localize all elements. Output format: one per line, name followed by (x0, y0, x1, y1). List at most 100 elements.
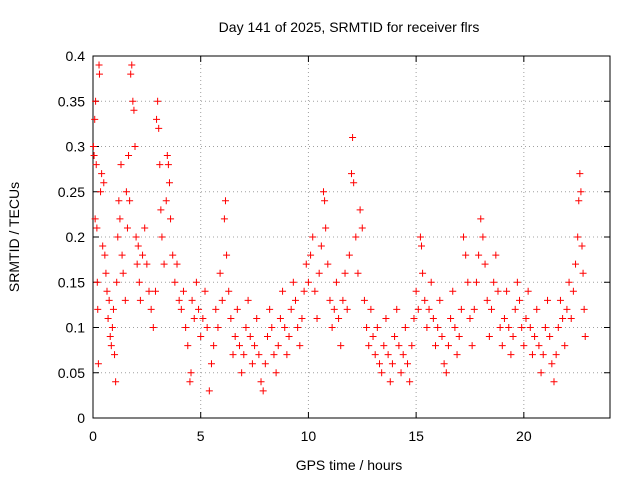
data-point (563, 305, 571, 313)
data-point (188, 296, 196, 304)
data-point (141, 224, 149, 232)
data-point (263, 333, 271, 341)
data-point (418, 242, 426, 250)
data-point (464, 278, 472, 286)
data-point (427, 278, 435, 286)
data-point (111, 351, 119, 359)
data-point (350, 179, 358, 187)
data-point (89, 143, 97, 150)
data-point (108, 324, 116, 331)
data-point (187, 369, 195, 377)
data-point (147, 305, 155, 313)
data-point (455, 333, 463, 341)
data-point (149, 324, 157, 331)
data-point (404, 360, 412, 368)
data-point (167, 215, 175, 223)
data-point (92, 161, 100, 169)
data-point (343, 305, 351, 313)
data-point (160, 260, 168, 268)
data-point (212, 305, 220, 313)
data-point (134, 242, 142, 250)
data-point (496, 324, 504, 331)
data-point (479, 233, 487, 241)
data-point (192, 278, 200, 286)
data-point (410, 314, 418, 322)
data-point (283, 351, 291, 359)
data-point (550, 378, 558, 386)
data-point (132, 233, 140, 241)
data-point (164, 161, 172, 169)
data-point (419, 269, 427, 277)
data-point (156, 161, 164, 169)
data-point (151, 287, 159, 295)
data-point (436, 296, 444, 304)
data-point (349, 133, 357, 141)
data-point (235, 342, 243, 350)
data-point (197, 333, 205, 341)
data-point (423, 324, 431, 331)
data-point (121, 296, 129, 304)
data-point (218, 296, 226, 304)
data-point (492, 251, 500, 259)
data-point (128, 61, 136, 69)
data-point (94, 360, 102, 368)
data-point (114, 233, 122, 241)
data-point (162, 197, 170, 205)
data-point (95, 61, 103, 69)
data-point (153, 115, 161, 123)
data-point (210, 342, 218, 350)
data-point (498, 342, 506, 350)
data-point (578, 242, 586, 250)
data-point (444, 342, 452, 350)
x-tick-label: 15 (408, 428, 424, 444)
data-point (227, 314, 235, 322)
data-point (397, 369, 405, 377)
data-point (535, 342, 543, 350)
data-point (472, 278, 480, 286)
data-point (126, 197, 134, 205)
data-point (309, 233, 317, 241)
data-point (559, 314, 567, 322)
data-point (94, 305, 102, 313)
data-point (365, 342, 373, 350)
data-point (302, 260, 310, 268)
data-point (233, 305, 241, 313)
data-point (348, 170, 355, 178)
data-point (103, 287, 111, 295)
data-point (175, 296, 183, 304)
data-point (104, 314, 112, 322)
data-point (384, 351, 392, 359)
data-point (371, 351, 379, 359)
data-point (483, 296, 491, 304)
data-point (91, 115, 99, 123)
data-point (330, 305, 338, 313)
data-point (294, 324, 302, 331)
y-tick-labels: 0 0.05 0.1 0.15 0.2 0.25 0.3 0.35 0.4 (58, 48, 85, 426)
data-point (352, 233, 360, 241)
data-point (207, 360, 215, 368)
data-point (335, 314, 343, 322)
data-point (518, 324, 526, 331)
data-point (109, 305, 117, 313)
data-point (313, 314, 321, 322)
chart-title: Day 141 of 2025, SRMTID for receiver flr… (219, 19, 480, 35)
x-tick-label: 0 (89, 428, 97, 444)
data-point (500, 314, 508, 322)
y-tick-label: 0.35 (58, 93, 85, 109)
data-point (203, 324, 211, 331)
data-point (157, 206, 165, 214)
data-point (386, 378, 394, 386)
data-point (513, 278, 521, 286)
data-point (169, 251, 177, 259)
data-point (324, 260, 332, 268)
data-point (490, 278, 498, 286)
data-point (451, 324, 459, 331)
data-point (475, 251, 483, 259)
axis-ticks (92, 55, 610, 419)
data-point (92, 97, 100, 105)
data-point (481, 260, 489, 268)
data-point (326, 296, 334, 304)
data-point (190, 314, 198, 322)
data-point (382, 314, 390, 322)
